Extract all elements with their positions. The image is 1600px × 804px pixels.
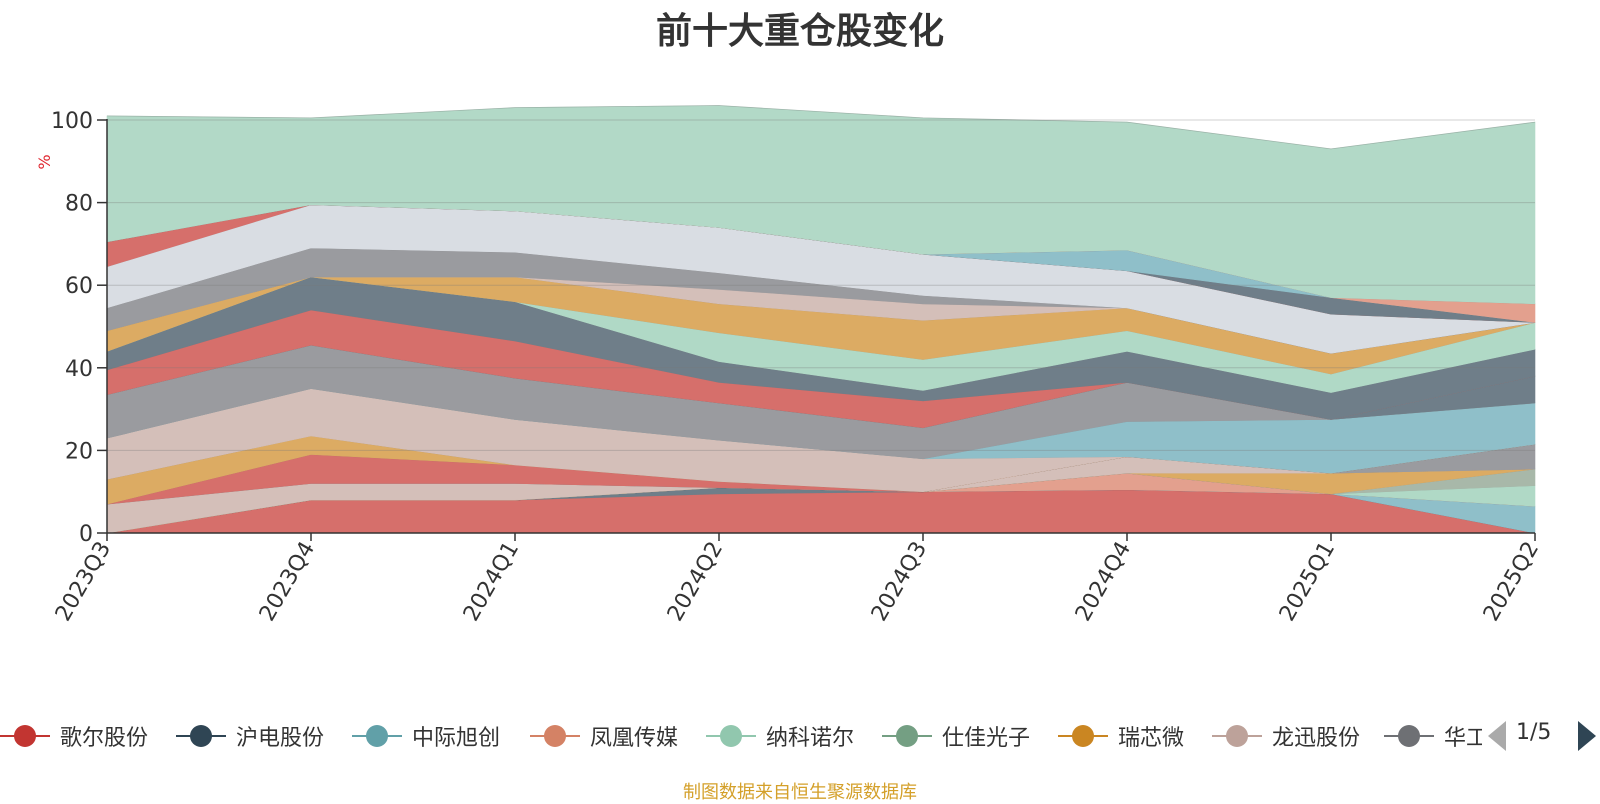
- legend-item[interactable]: 沪电股份: [176, 714, 324, 758]
- y-tick-label: 60: [65, 274, 93, 299]
- legend-label: 龙迅股份: [1272, 726, 1361, 751]
- legend-marker-icon: [1058, 724, 1108, 748]
- legend-item[interactable]: 仕佳光子: [882, 714, 1030, 758]
- x-tick-label: 2023Q4: [255, 538, 320, 626]
- area-series-26: [106, 105, 1536, 305]
- y-tick-label: 20: [65, 439, 93, 464]
- area-series-group: [106, 105, 1536, 534]
- legend-label: 纳科诺尔: [766, 726, 855, 751]
- legend-marker-icon: [0, 724, 50, 748]
- y-tick-label: 80: [65, 192, 93, 217]
- x-tick-label: 2024Q2: [663, 538, 728, 626]
- x-tick-label: 2024Q4: [1071, 538, 1136, 626]
- x-tick-label: 2025Q1: [1275, 538, 1340, 626]
- legend-item[interactable]: 凤凰传媒: [530, 714, 678, 758]
- y-tick-label: 0: [79, 522, 93, 547]
- next-page-icon[interactable]: [1578, 721, 1596, 751]
- stacked-area-chart: 0 20 40 60 80 100 2023Q3 2023Q4 2024Q1 2024Q2 2024…: [35, 105, 1544, 626]
- area-edge-26: [106, 105, 1536, 150]
- legend-marker-icon: [882, 724, 932, 748]
- page-indicator: 1/5: [1516, 720, 1552, 745]
- legend-item[interactable]: 华工科技: [1384, 714, 1482, 758]
- x-tick-label: 2025Q2: [1479, 538, 1544, 626]
- legend-item[interactable]: 歌尔股份: [0, 714, 148, 758]
- legend-label: 仕佳光子: [942, 726, 1031, 751]
- legend-marker-icon: [530, 724, 580, 748]
- legend-label: 瑞芯微: [1118, 726, 1185, 751]
- legend-marker-icon: [1384, 724, 1434, 748]
- legend-item[interactable]: 纳科诺尔: [706, 714, 854, 758]
- legend-pager: 1/5: [1482, 714, 1600, 758]
- legend-marker-icon: [706, 724, 756, 748]
- prev-page-icon[interactable]: [1488, 721, 1506, 751]
- legend-items: 歌尔股份 沪电股份 中际旭创 凤凰传媒 纳科诺尔 仕佳光子 瑞芯微 龙迅股份 华工科技: [0, 714, 1482, 758]
- legend-label: 歌尔股份: [60, 726, 149, 751]
- legend-label: 凤凰传媒: [590, 726, 679, 751]
- x-tick-label: 2024Q1: [459, 538, 524, 626]
- x-tick-label: 2024Q3: [867, 538, 932, 626]
- legend-label: 中际旭创: [412, 726, 501, 751]
- legend-label: 沪电股份: [236, 726, 325, 751]
- y-axis-label: %: [35, 154, 54, 169]
- y-tick-label: 40: [65, 357, 93, 382]
- legend-marker-icon: [176, 724, 226, 748]
- legend-marker-icon: [352, 724, 402, 748]
- grid-lines: [107, 119, 1535, 451]
- chart-title: 前十大重仓股变化: [655, 11, 944, 52]
- data-source-note: 制图数据来自恒生聚源数据库: [683, 782, 917, 803]
- legend-item[interactable]: 瑞芯微: [1058, 714, 1184, 758]
- x-tick-label: 2023Q3: [51, 538, 116, 626]
- legend-item[interactable]: 龙迅股份: [1212, 714, 1360, 758]
- legend-marker-icon: [1212, 724, 1262, 748]
- legend-item[interactable]: 中际旭创: [352, 714, 500, 758]
- legend: 歌尔股份 沪电股份 中际旭创 凤凰传媒 纳科诺尔 仕佳光子 瑞芯微 龙迅股份 华工科技 1/5: [0, 714, 1600, 758]
- y-tick-label: 100: [51, 109, 93, 134]
- legend-label: 华工科技: [1444, 726, 1482, 751]
